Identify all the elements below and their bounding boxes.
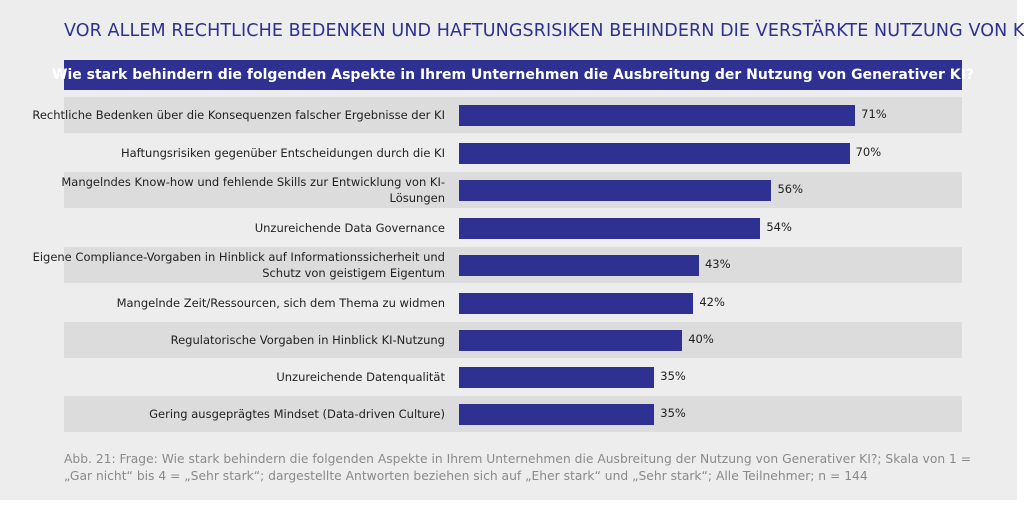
bar: [459, 255, 699, 276]
value-label: 43%: [704, 257, 731, 271]
figure-caption: Abb. 21: Frage: Wie stark behindern die …: [64, 452, 972, 483]
category-label: Haftungsrisiken gegenüber Entscheidungen…: [120, 146, 445, 160]
bar: [459, 330, 683, 351]
value-label: 71%: [861, 107, 887, 121]
bar-row: Rechtliche Bedenken über die Konsequenze…: [32, 97, 962, 133]
category-label: Unzureichende Datenqualität: [276, 370, 445, 384]
bar: [459, 105, 856, 126]
value-label: 40%: [688, 332, 714, 346]
chart-title: VOR ALLEM RECHTLICHE BEDENKEN UND HAFTUN…: [64, 21, 1024, 41]
bar-row: Unzureichende Data Governance 54%: [64, 210, 962, 246]
bar-row: Mangelndes Know-how und fehlende Skills …: [61, 172, 962, 208]
category-label: Gering ausgeprägtes Mindset (Data-driven…: [149, 407, 445, 421]
category-label: Regulatorische Vorgaben in Hinblick KI-N…: [170, 333, 445, 347]
value-label: 35%: [660, 369, 686, 383]
bar: [459, 367, 655, 388]
category-label: Mangelnde Zeit/Ressourcen, sich dem Them…: [116, 296, 445, 310]
bar: [459, 180, 772, 201]
bar-row: Unzureichende Datenqualität 35%: [64, 359, 962, 395]
category-label: Rechtliche Bedenken über die Konsequenze…: [32, 108, 445, 122]
value-label: 70%: [855, 145, 882, 159]
category-label: Mangelndes Know-how und fehlende Skills …: [61, 175, 445, 205]
bar: [459, 218, 761, 239]
value-label: 54%: [766, 220, 792, 234]
bar-row: Haftungsrisiken gegenüber Entscheidungen…: [64, 135, 962, 171]
category-label: Unzureichende Data Governance: [254, 221, 445, 235]
bar: [459, 404, 655, 425]
bar-row: Mangelnde Zeit/Ressourcen, sich dem Them…: [64, 285, 962, 321]
value-label: 56%: [777, 182, 804, 196]
bar-row: Regulatorische Vorgaben in Hinblick KI-N…: [64, 322, 962, 358]
bar: [459, 143, 850, 164]
category-label: Eigene Compliance-Vorgaben in Hinblick a…: [32, 250, 445, 280]
bar-row: Gering ausgeprägtes Mindset (Data-driven…: [64, 396, 962, 432]
bar: [459, 293, 694, 314]
question-header: Wie stark behindern die folgenden Aspekt…: [52, 60, 974, 90]
bar-row: Eigene Compliance-Vorgaben in Hinblick a…: [33, 247, 962, 283]
value-label: 42%: [699, 295, 725, 309]
value-label: 35%: [660, 406, 686, 420]
